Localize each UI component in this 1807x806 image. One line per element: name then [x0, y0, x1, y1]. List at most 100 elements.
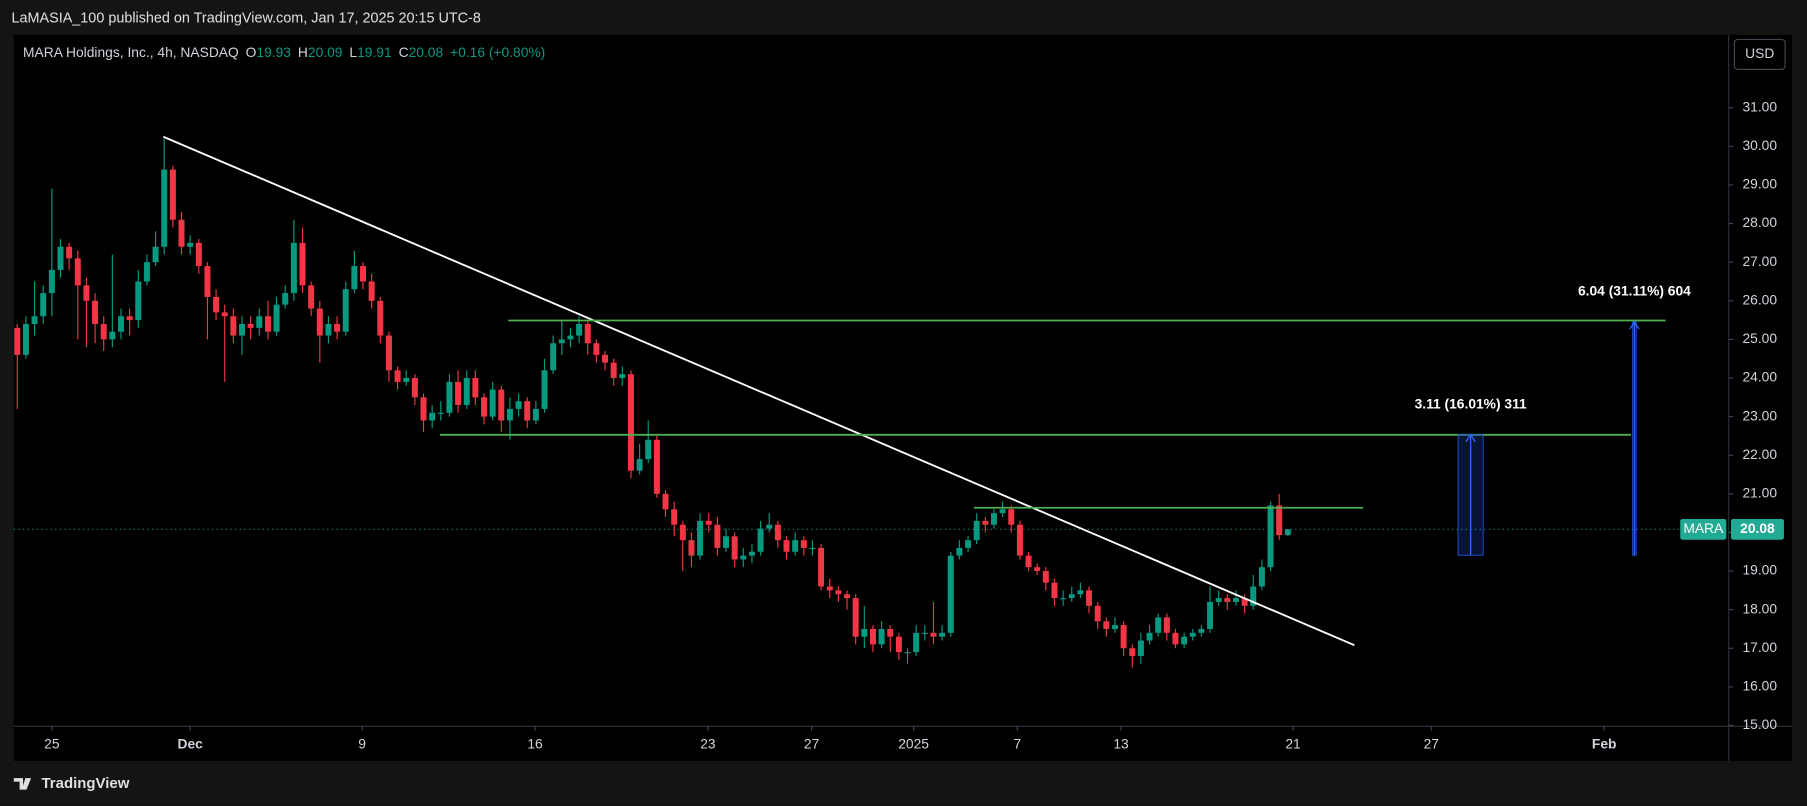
candle-body: [723, 536, 730, 548]
candle-body: [748, 551, 755, 556]
candle-body: [930, 632, 937, 637]
candle-body: [66, 246, 73, 259]
y-tick-label: 22.00: [1742, 446, 1777, 462]
candle-body: [1172, 632, 1179, 645]
candle-body: [92, 300, 99, 324]
candle-body: [671, 509, 678, 525]
candle-body: [1181, 636, 1188, 645]
y-tick-label: 29.00: [1742, 176, 1777, 192]
candle-body: [610, 362, 617, 379]
candle-body: [636, 459, 643, 471]
candle-body: [1284, 529, 1291, 536]
legend-item: H: [298, 44, 308, 60]
candle-body: [947, 555, 954, 633]
candle-body: [757, 528, 764, 552]
candle-body: [973, 520, 980, 541]
candle-body: [299, 242, 306, 286]
candle-body: [852, 598, 859, 637]
candle-body: [826, 586, 833, 591]
candle-body: [731, 536, 738, 560]
candle-body: [394, 370, 401, 382]
candle-body: [14, 327, 21, 355]
candle-body: [1198, 628, 1205, 633]
candle-body: [22, 323, 29, 355]
candle-body: [1189, 632, 1196, 637]
candle-body: [1146, 632, 1153, 641]
candle-body: [377, 300, 384, 336]
candle-body: [619, 374, 626, 379]
candle-body: [187, 242, 194, 247]
candle-body: [602, 354, 609, 363]
candle-body: [230, 316, 237, 336]
candle-body: [1042, 571, 1049, 583]
candle-body: [325, 323, 332, 336]
legend-item: MARA Holdings, Inc., 4h, NASDAQ: [23, 44, 239, 60]
drawn-line: [162, 135, 1355, 647]
candle-body: [368, 281, 375, 301]
last-price-label: 20.08: [1740, 520, 1775, 536]
candle-body: [1034, 567, 1041, 572]
candle-body: [256, 316, 263, 328]
currency[interactable]: USD: [1745, 45, 1774, 61]
currency-box[interactable]: [1733, 38, 1786, 70]
candle-body: [83, 285, 90, 301]
candle-body: [818, 547, 825, 587]
x-tick-label: Feb: [1592, 735, 1617, 751]
candle-body: [541, 370, 548, 409]
candle-body: [351, 266, 358, 290]
candle-body: [178, 219, 185, 247]
y-tick-label: 27.00: [1742, 253, 1777, 269]
candle-body: [109, 331, 116, 340]
candle-body: [844, 594, 851, 599]
plot: 15.0016.0017.0018.0019.0020.0021.0022.00…: [13, 98, 1784, 751]
candle-body: [74, 258, 81, 286]
candle-body: [558, 339, 565, 344]
candle-body: [1215, 598, 1222, 602]
candle-body: [472, 378, 479, 398]
x-tick-label: 13: [1113, 735, 1129, 751]
candle-body: [913, 632, 920, 653]
candle-body: [100, 323, 107, 340]
candle-body: [515, 401, 522, 409]
candle-body: [887, 628, 894, 637]
candle-body: [1258, 567, 1265, 587]
candle-body: [1250, 586, 1257, 606]
candle-body: [446, 381, 453, 413]
symbol-badge: [1680, 518, 1727, 540]
measure-label: 6.04 (31.11%) 604: [1578, 283, 1691, 299]
candle-body: [1137, 640, 1144, 656]
candle-body: [1267, 505, 1274, 568]
candle-body: [697, 520, 704, 556]
candle-body: [662, 493, 669, 510]
candle-body: [308, 285, 315, 309]
candle-body: [282, 293, 289, 305]
candle-body: [1163, 617, 1170, 633]
candle-body: [904, 652, 911, 654]
candle-body: [835, 590, 842, 595]
candle-body: [800, 540, 807, 548]
legend-item: 20.08: [409, 44, 444, 60]
x-tick-label: 27: [1424, 735, 1439, 751]
candle-body: [1086, 590, 1093, 606]
y-tick-label: 26.00: [1742, 291, 1777, 307]
candle-body: [360, 266, 367, 282]
candle-body: [593, 343, 600, 355]
legend: MARA Holdings, Inc., 4h, NASDAQ O19.93 H20…: [23, 44, 545, 60]
candle-body: [411, 378, 418, 398]
x-tick-label: 2025: [898, 735, 929, 751]
candle-body: [532, 408, 539, 421]
y-tick-label: 19.00: [1742, 562, 1777, 578]
candle-body: [576, 323, 583, 336]
candle-body: [1207, 601, 1214, 629]
symbol-label: MARA: [1683, 520, 1724, 536]
candle-body: [498, 389, 505, 421]
candle-body: [1241, 598, 1248, 606]
candle-body: [921, 632, 928, 634]
x-tick-label: 27: [804, 735, 819, 751]
x-tick-label: 9: [358, 735, 366, 751]
x-tick-label: 7: [1013, 735, 1021, 751]
candle-body: [999, 509, 1006, 514]
legend-item: +0.16 (+0.80%): [450, 44, 545, 60]
candle-body: [264, 316, 271, 332]
